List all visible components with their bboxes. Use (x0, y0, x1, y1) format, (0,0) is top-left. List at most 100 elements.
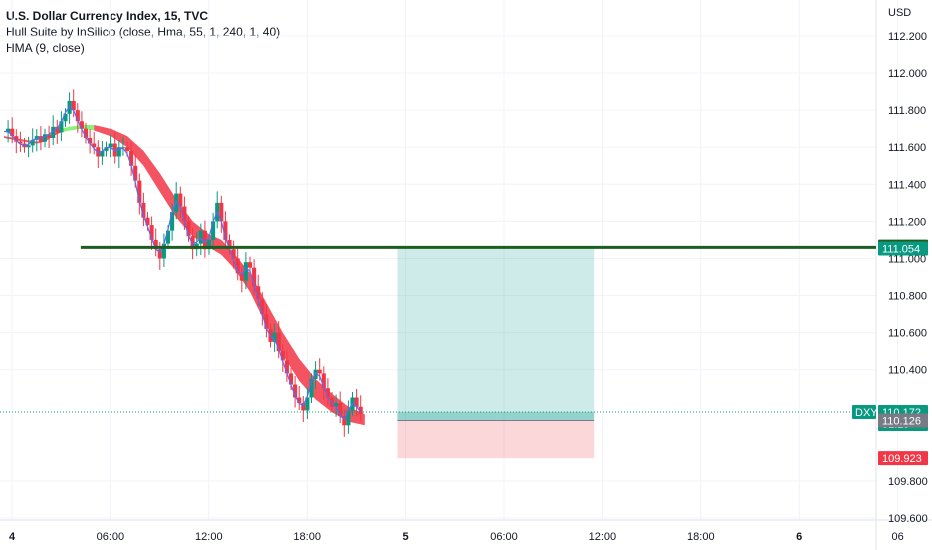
price-tick-label: 111.400 (888, 179, 926, 191)
candle-body (301, 403, 306, 411)
candle-body (59, 121, 64, 133)
candle-body (334, 403, 339, 407)
price-tick-label: 111.000 (888, 253, 926, 265)
candle-body (88, 137, 93, 144)
hma-polyline (4, 105, 362, 421)
hma-line (4, 105, 362, 421)
candle-body (231, 249, 236, 259)
candle-body (71, 100, 76, 111)
candle-body (165, 230, 171, 244)
price-tag-text: 110.126 (882, 415, 921, 427)
profit-zone (397, 248, 595, 421)
candle-body (321, 373, 326, 389)
price-tick-label: 112.200 (888, 31, 927, 43)
candle-body (198, 230, 203, 244)
time-axis[interactable]: 4 06:00 12:00 18:00 5 06:00 12:00 18:00 6 06 (9, 531, 904, 543)
candle-body (137, 180, 142, 203)
symbol-tag-text: DXY (855, 407, 878, 419)
long-position-tool[interactable] (397, 248, 595, 459)
candle-body (133, 165, 138, 181)
candle-body (202, 230, 207, 250)
candle-body (153, 239, 158, 250)
candle-body (313, 369, 318, 379)
candle-body (182, 206, 187, 222)
candle-body (305, 397, 310, 411)
price-tick-label: 110.600 (888, 328, 927, 340)
candle-body (47, 134, 52, 138)
candle-body (264, 314, 269, 329)
price-tag-text: 109.923 (882, 453, 922, 465)
candle-body (206, 239, 212, 250)
time-tick-label: 06:00 (97, 531, 125, 543)
time-tick-label: 12:00 (589, 531, 617, 543)
candle-body (129, 150, 134, 166)
candle-body (18, 141, 23, 144)
candle-body (358, 406, 363, 415)
candle-body (92, 143, 97, 148)
candle-body (338, 403, 343, 417)
candle-body (186, 221, 191, 237)
price-tick-label: 109.600 (888, 513, 928, 525)
time-tick-label: 06:00 (490, 531, 518, 543)
candle-body (239, 273, 244, 281)
candle-body (170, 212, 175, 231)
candle-body (256, 286, 261, 300)
candle-body (83, 128, 89, 138)
candle-body (51, 126, 56, 138)
candle-body (227, 239, 232, 250)
price-tick-label: 112.000 (888, 68, 927, 80)
candles (6, 89, 363, 437)
time-tick-label: 5 (403, 531, 409, 543)
legend-title[interactable]: U.S. Dollar Currency Index, 15, TVC (6, 9, 209, 23)
candle-body (190, 236, 195, 250)
candle-body (79, 121, 84, 129)
stop-zone (397, 420, 595, 459)
time-tick-label: 6 (796, 531, 802, 543)
candle-body (157, 249, 162, 259)
candle-body (252, 267, 257, 287)
price-axis[interactable]: USD 112.200 112.000 111.800 111.600 111.400 11… (888, 7, 928, 525)
candle-body (145, 217, 150, 226)
candle-body (219, 202, 224, 222)
candle-body (161, 243, 166, 259)
candle-body (223, 221, 228, 240)
candle-body (235, 258, 240, 274)
candle-body (30, 139, 35, 146)
price-tags: 111.064111.054110.17201:19DXY110.126109.… (852, 239, 928, 466)
price-tick-label: 111.600 (888, 142, 926, 154)
currency-label: USD (888, 7, 911, 19)
time-tick-label: 12:00 (195, 531, 223, 543)
candle-body (104, 147, 109, 151)
candle-body (55, 126, 60, 133)
time-tick-label: 18:00 (687, 531, 715, 543)
candle-body (112, 143, 117, 157)
candle-body (149, 225, 154, 240)
price-tag (878, 413, 928, 428)
price-tick-label: 109.800 (888, 476, 928, 488)
candle-body (96, 147, 101, 157)
candle-body (276, 332, 281, 352)
candle-body (342, 416, 347, 426)
symbol-tag (852, 404, 876, 419)
candle-body (288, 373, 294, 385)
candle-body (26, 145, 31, 148)
candle-body (100, 150, 105, 157)
candle-body (63, 113, 68, 122)
candle-body (75, 110, 80, 122)
candle-body (329, 397, 335, 407)
candle-body (108, 143, 113, 148)
candle-body (42, 134, 48, 142)
time-tick-label: 18:00 (293, 531, 321, 543)
candle-body (309, 378, 314, 398)
candle-body (284, 360, 289, 374)
legend-hma[interactable]: HMA (9, close) (6, 41, 85, 55)
candle-body (10, 128, 15, 137)
candle-body (243, 262, 248, 281)
candle-body (280, 351, 285, 361)
candle-body (260, 299, 265, 315)
price-tick-label: 110.400 (888, 365, 927, 377)
price-tag (878, 241, 928, 256)
time-tick-label: 06 (891, 531, 903, 543)
candle-body (141, 202, 146, 218)
